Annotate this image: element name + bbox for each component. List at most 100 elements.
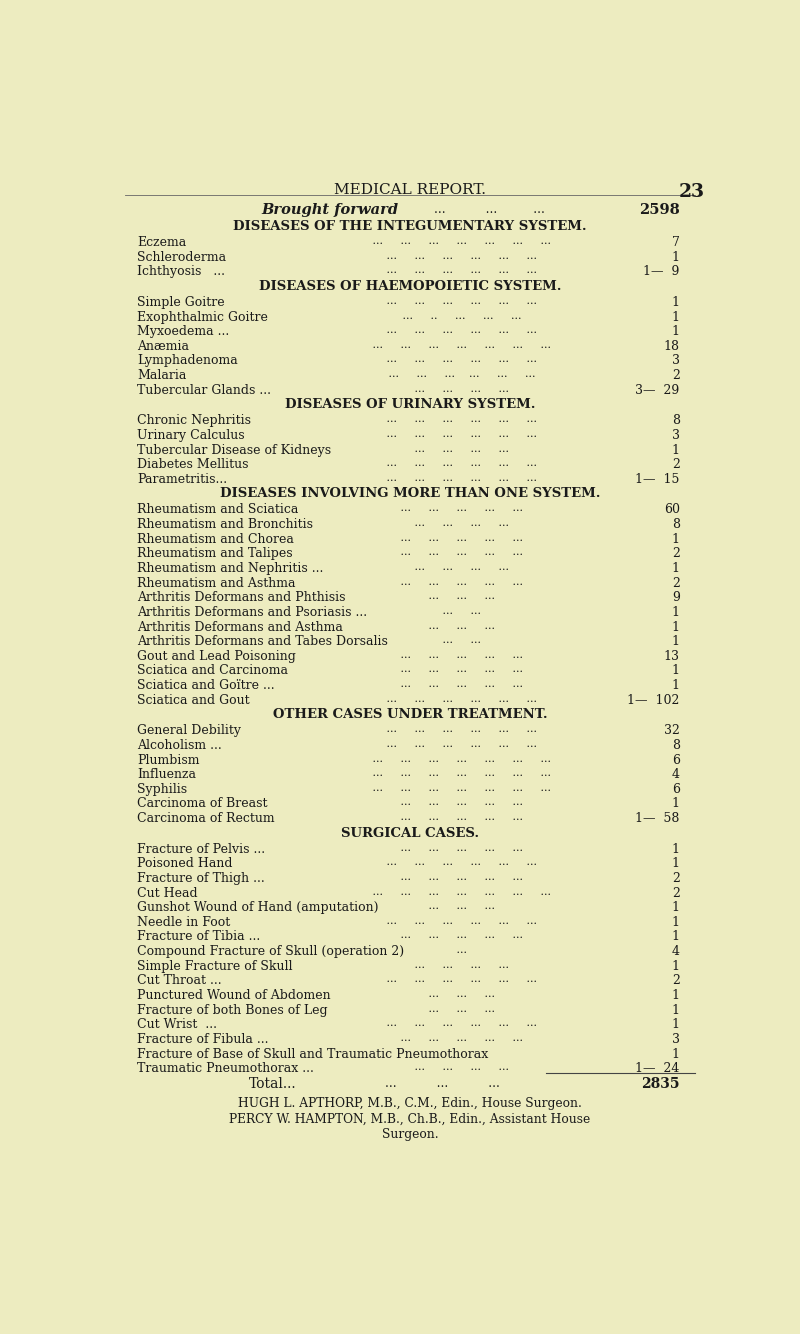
Text: Myxoedema ...: Myxoedema ...: [138, 325, 230, 339]
Text: ...     ...     ...     ...     ...: ... ... ... ... ...: [390, 930, 523, 940]
Text: ...     ...     ...     ...     ...     ...     ...: ... ... ... ... ... ... ...: [362, 768, 551, 778]
Text: 3—  29: 3— 29: [635, 384, 680, 396]
Text: Tubercular Glands ...: Tubercular Glands ...: [138, 384, 271, 396]
Text: Arthritis Deformans and Phthisis: Arthritis Deformans and Phthisis: [138, 591, 346, 604]
Text: 1: 1: [672, 251, 680, 264]
Text: 1: 1: [672, 930, 680, 943]
Text: 2: 2: [672, 974, 680, 987]
Text: 1: 1: [672, 1003, 680, 1017]
Text: 4: 4: [672, 944, 680, 958]
Text: ...     ...     ...     ...     ...     ...     ...: ... ... ... ... ... ... ...: [362, 754, 551, 763]
Text: Eczema: Eczema: [138, 236, 186, 249]
Text: Cut Throat ...: Cut Throat ...: [138, 974, 222, 987]
Text: Diabetes Mellitus: Diabetes Mellitus: [138, 458, 249, 471]
Text: ...     ...     ...: ... ... ...: [418, 988, 495, 999]
Text: 6: 6: [672, 783, 680, 796]
Text: ...     ...     ...     ...     ...     ...: ... ... ... ... ... ...: [376, 858, 537, 867]
Text: 1: 1: [672, 916, 680, 928]
Text: SURGICAL CASES.: SURGICAL CASES.: [341, 827, 479, 839]
Text: ...     ...     ...: ... ... ...: [418, 620, 495, 631]
Text: ...          ...          ...: ... ... ...: [373, 1077, 500, 1090]
Text: 2: 2: [672, 458, 680, 471]
Text: 1: 1: [672, 1018, 680, 1031]
Text: 1: 1: [672, 843, 680, 855]
Text: ...     ...     ...     ...: ... ... ... ...: [404, 518, 509, 528]
Text: 1: 1: [672, 562, 680, 575]
Text: 1: 1: [672, 798, 680, 811]
Text: ...     ...     ...: ... ... ...: [418, 902, 495, 911]
Text: Surgeon.: Surgeon.: [382, 1129, 438, 1141]
Text: ...     ..     ...     ...     ...: ... .. ... ... ...: [392, 311, 522, 320]
Text: Fracture of Tibia ...: Fracture of Tibia ...: [138, 930, 261, 943]
Text: Rheumatism and Nephritis ...: Rheumatism and Nephritis ...: [138, 562, 323, 575]
Text: Rheumatism and Asthma: Rheumatism and Asthma: [138, 576, 296, 590]
Text: Poisoned Hand: Poisoned Hand: [138, 858, 233, 870]
Text: Fracture of Fibula ...: Fracture of Fibula ...: [138, 1033, 269, 1046]
Text: Simple Fracture of Skull: Simple Fracture of Skull: [138, 959, 293, 972]
Text: ...     ...     ...     ...     ...     ...: ... ... ... ... ... ...: [376, 472, 537, 483]
Text: Chronic Nephritis: Chronic Nephritis: [138, 415, 251, 427]
Text: ...     ...     ...     ...     ...     ...     ...: ... ... ... ... ... ... ...: [362, 340, 551, 350]
Text: Sciatica and Gout: Sciatica and Gout: [138, 694, 250, 707]
Text: DISEASES INVOLVING MORE THAN ONE SYSTEM.: DISEASES INVOLVING MORE THAN ONE SYSTEM.: [220, 487, 600, 500]
Text: ...     ...     ...    ...     ...     ...: ... ... ... ... ... ...: [378, 370, 535, 379]
Text: ...     ...     ...     ...: ... ... ... ...: [404, 959, 509, 970]
Text: Exophthalmic Goitre: Exophthalmic Goitre: [138, 311, 268, 324]
Text: 13: 13: [664, 650, 680, 663]
Text: ...     ...     ...     ...     ...     ...: ... ... ... ... ... ...: [376, 355, 537, 364]
Text: Total...: Total...: [249, 1077, 297, 1091]
Text: Gunshot Wound of Hand (amputation): Gunshot Wound of Hand (amputation): [138, 902, 378, 914]
Text: Sciatica and Goïtre ...: Sciatica and Goïtre ...: [138, 679, 275, 692]
Text: 7: 7: [672, 236, 680, 249]
Text: ...     ...     ...     ...     ...: ... ... ... ... ...: [390, 843, 523, 852]
Text: Gout and Lead Poisoning: Gout and Lead Poisoning: [138, 650, 296, 663]
Text: Fracture of Thigh ...: Fracture of Thigh ...: [138, 872, 265, 884]
Text: ...     ...     ...     ...     ...: ... ... ... ... ...: [390, 1033, 523, 1043]
Text: ...     ...     ...     ...     ...     ...: ... ... ... ... ... ...: [376, 296, 537, 305]
Text: Syphilis: Syphilis: [138, 783, 187, 796]
Text: Alcoholism ...: Alcoholism ...: [138, 739, 222, 752]
Text: Rheumatism and Talipes: Rheumatism and Talipes: [138, 547, 293, 560]
Text: ...     ...     ...     ...     ...: ... ... ... ... ...: [390, 679, 523, 690]
Text: 1: 1: [672, 325, 680, 339]
Text: 2: 2: [672, 547, 680, 560]
Text: Punctured Wound of Abdomen: Punctured Wound of Abdomen: [138, 988, 331, 1002]
Text: 2: 2: [672, 887, 680, 899]
Text: 1: 1: [672, 679, 680, 692]
Text: 1: 1: [672, 311, 680, 324]
Text: HUGH L. APTHORP, M.B., C.M., Edin., House Surgeon.: HUGH L. APTHORP, M.B., C.M., Edin., Hous…: [238, 1098, 582, 1110]
Text: ...     ...     ...     ...     ...     ...: ... ... ... ... ... ...: [376, 265, 537, 275]
Text: 1—  102: 1— 102: [627, 694, 680, 707]
Text: 23: 23: [678, 183, 705, 200]
Text: ...     ...     ...     ...     ...: ... ... ... ... ...: [390, 650, 523, 660]
Text: Rheumatism and Sciatica: Rheumatism and Sciatica: [138, 503, 298, 516]
Text: Plumbism: Plumbism: [138, 754, 200, 767]
Text: 3: 3: [672, 430, 680, 442]
Text: ...     ...     ...     ...     ...     ...: ... ... ... ... ... ...: [376, 739, 537, 748]
Text: 1—  58: 1— 58: [635, 812, 680, 826]
Text: 60: 60: [664, 503, 680, 516]
Text: ...     ...     ...     ...     ...     ...: ... ... ... ... ... ...: [376, 916, 537, 926]
Text: 1: 1: [672, 1047, 680, 1061]
Text: ...     ...     ...     ...: ... ... ... ...: [404, 1062, 509, 1073]
Text: Cut Head: Cut Head: [138, 887, 198, 899]
Text: ...     ...     ...: ... ... ...: [418, 591, 495, 602]
Text: ...     ...     ...: ... ... ...: [418, 1003, 495, 1014]
Text: 1—  24: 1— 24: [635, 1062, 680, 1075]
Text: Schleroderma: Schleroderma: [138, 251, 226, 264]
Text: 1: 1: [672, 620, 680, 634]
Text: 1: 1: [672, 606, 680, 619]
Text: Sciatica and Carcinoma: Sciatica and Carcinoma: [138, 664, 288, 678]
Text: ...     ...     ...     ...: ... ... ... ...: [404, 384, 509, 394]
Text: 1—  15: 1— 15: [635, 472, 680, 486]
Text: Ichthyosis   ...: Ichthyosis ...: [138, 265, 226, 279]
Text: ...     ...     ...     ...     ...     ...: ... ... ... ... ... ...: [376, 724, 537, 734]
Text: 2: 2: [672, 370, 680, 382]
Text: ...     ...     ...     ...     ...     ...     ...: ... ... ... ... ... ... ...: [362, 236, 551, 245]
Text: Fracture of Pelvis ...: Fracture of Pelvis ...: [138, 843, 266, 855]
Text: 6: 6: [672, 754, 680, 767]
Text: 8: 8: [672, 739, 680, 752]
Text: ...: ...: [446, 944, 467, 955]
Text: ...     ...     ...     ...     ...     ...: ... ... ... ... ... ...: [376, 325, 537, 335]
Text: Rheumatism and Chorea: Rheumatism and Chorea: [138, 532, 294, 546]
